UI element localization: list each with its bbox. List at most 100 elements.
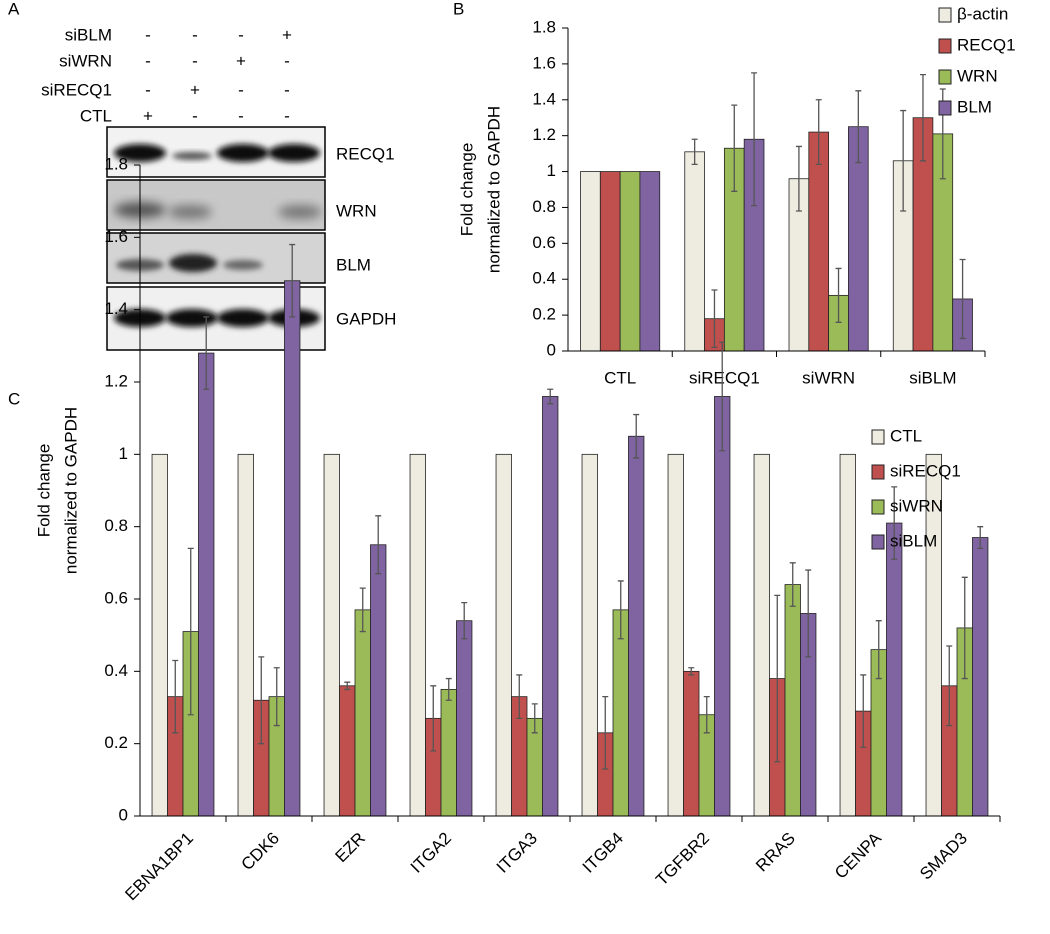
band (172, 152, 212, 160)
bar (619, 171, 641, 352)
x-tick-label: TGFBR2 (652, 829, 713, 890)
legend-label: WRN (957, 66, 998, 85)
blot-box (106, 232, 326, 284)
bar (784, 584, 801, 817)
x-tick-label: SMAD3 (916, 829, 971, 884)
bar (886, 522, 903, 817)
error-bar (344, 681, 351, 691)
legend-swatch (871, 464, 885, 480)
error-bar (531, 703, 538, 734)
legend-swatch (938, 38, 952, 54)
y-tick-label: 1.6 (104, 227, 128, 246)
y-tick-label: 0.4 (532, 269, 556, 288)
treatment-mark: - (145, 80, 151, 99)
error-bar (688, 667, 695, 676)
bar (495, 453, 512, 817)
y-axis-label: Fold change (34, 444, 53, 538)
x-tick-label: CDK6 (237, 829, 283, 875)
error-bar (711, 289, 718, 349)
error-bar (258, 656, 265, 745)
error-bar (919, 74, 926, 162)
x-tick-label: siRECQ1 (689, 368, 760, 387)
error-bar (516, 674, 523, 719)
y-tick-label: 1.8 (532, 17, 556, 36)
x-tick-label: siBLM (909, 368, 956, 387)
panel-label: C (8, 389, 20, 408)
error-bar (617, 580, 624, 640)
y-tick-label: 0 (547, 340, 556, 359)
treatment-mark: - (145, 25, 151, 44)
x-tick-label: EZR (332, 829, 369, 866)
error-bar (461, 601, 468, 640)
treatment-mark: + (143, 106, 153, 125)
x-tick-label: ITGB4 (579, 829, 627, 877)
treatment-mark: - (284, 51, 290, 70)
treatment-label: siBLM (65, 25, 112, 44)
y-tick-label: 1 (119, 444, 128, 463)
treatment-mark: - (192, 51, 198, 70)
bar (581, 453, 598, 817)
legend-swatch (871, 499, 885, 515)
band (168, 205, 212, 219)
y-tick-label: 0.8 (532, 197, 556, 216)
error-bar (375, 515, 382, 575)
legend-label: BLM (957, 97, 992, 116)
error-bar (289, 243, 296, 318)
error-bar (946, 645, 953, 727)
panel-label: A (8, 0, 20, 18)
legend-label: β-actin (957, 4, 1008, 23)
treatment-mark: - (284, 80, 290, 99)
y-tick-label: 1.4 (532, 89, 556, 108)
legend-label: siRECQ1 (890, 461, 961, 480)
error-bar (203, 316, 210, 390)
error-bar (359, 587, 366, 633)
error-bar (959, 258, 966, 340)
band-label: BLM (336, 255, 371, 274)
treatment-mark: - (238, 25, 244, 44)
bar (354, 609, 371, 817)
bar (639, 171, 661, 352)
y-tick-label: 1.6 (532, 53, 556, 72)
treatment-mark: - (238, 80, 244, 99)
legend-label: RECQ1 (957, 35, 1016, 54)
treatment-mark: + (282, 25, 292, 44)
bar (339, 685, 356, 817)
y-tick-label: 0.4 (104, 661, 128, 680)
y-tick-label: 1.4 (104, 299, 128, 318)
legend-swatch (938, 69, 952, 85)
error-bar (795, 145, 802, 212)
band (268, 144, 320, 162)
error-bar (977, 526, 984, 550)
treatment-mark: - (145, 51, 151, 70)
error-bar (731, 104, 738, 192)
error-bar (835, 267, 842, 323)
bar (456, 620, 473, 817)
error-bar (860, 674, 867, 748)
legend-label: siWRN (890, 496, 943, 515)
legend-swatch (871, 534, 885, 550)
y-axis-label: normalized to GAPDH (484, 106, 503, 273)
legend-swatch (871, 429, 885, 445)
x-tick-label: ITGA2 (407, 829, 455, 877)
error-bar (789, 562, 796, 607)
y-tick-label: 1.2 (532, 125, 556, 144)
bar (237, 453, 254, 817)
bar (323, 453, 340, 817)
error-bar (547, 388, 554, 405)
treatment-label: siWRN (59, 51, 112, 70)
error-bar (891, 486, 898, 560)
blot-images (106, 126, 326, 351)
error-bar (774, 594, 781, 763)
bar (198, 352, 215, 817)
band (166, 309, 218, 327)
x-tick-label: siWRN (802, 368, 855, 387)
y-axis-label: normalized to GAPDH (61, 407, 80, 574)
band (278, 205, 322, 219)
band (114, 144, 166, 162)
y-tick-label: 0.8 (104, 516, 128, 535)
error-bar (961, 576, 968, 680)
bar (628, 435, 645, 817)
y-tick-label: 1 (547, 161, 556, 180)
x-tick-label: CTL (604, 368, 636, 387)
band (217, 144, 269, 162)
